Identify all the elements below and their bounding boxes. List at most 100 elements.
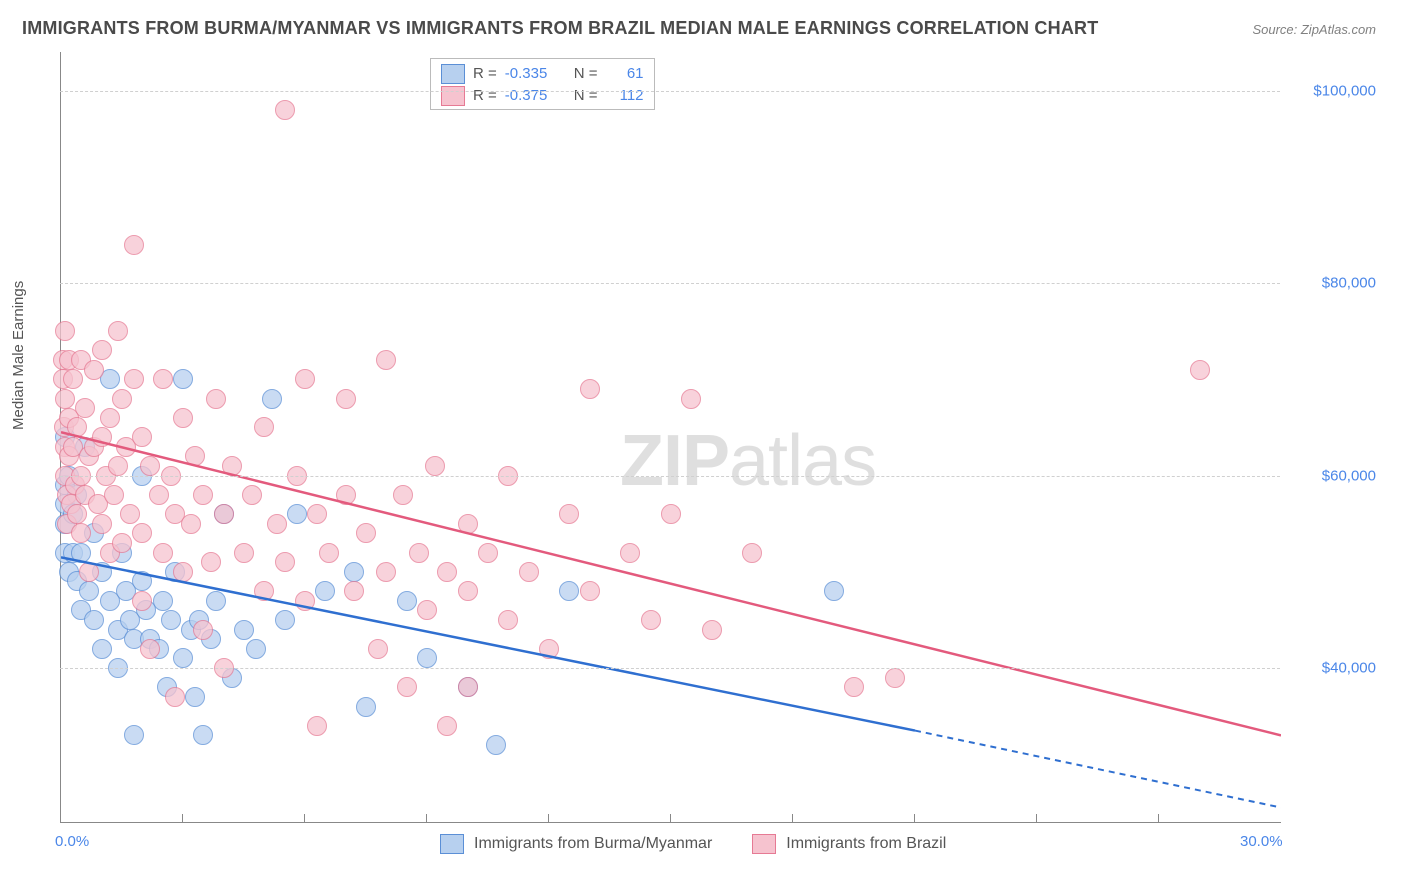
scatter-point (376, 562, 396, 582)
scatter-point (417, 648, 437, 668)
scatter-point (234, 620, 254, 640)
x-tick-label: 30.0% (1240, 833, 1283, 850)
x-minor-tick (426, 814, 427, 822)
scatter-point (149, 485, 169, 505)
scatter-point (108, 456, 128, 476)
scatter-point (356, 697, 376, 717)
scatter-point (254, 581, 274, 601)
scatter-point (92, 340, 112, 360)
scatter-point (84, 610, 104, 630)
legend-label: Immigrants from Brazil (786, 835, 946, 853)
scatter-point (368, 639, 388, 659)
scatter-point (124, 725, 144, 745)
scatter-point (206, 389, 226, 409)
scatter-point (681, 389, 701, 409)
scatter-point (580, 379, 600, 399)
scatter-point (92, 514, 112, 534)
scatter-point (112, 389, 132, 409)
scatter-point (319, 543, 339, 563)
scatter-point (71, 523, 91, 543)
scatter-point (486, 735, 506, 755)
legend-swatch (441, 64, 465, 84)
scatter-point (75, 398, 95, 418)
scatter-point (267, 514, 287, 534)
legend-item: Immigrants from Burma/Myanmar (440, 834, 712, 854)
scatter-point (193, 485, 213, 505)
scatter-point (185, 687, 205, 707)
scatter-point (201, 552, 221, 572)
chart-title: IMMIGRANTS FROM BURMA/MYANMAR VS IMMIGRA… (22, 18, 1098, 39)
scatter-point (275, 100, 295, 120)
scatter-plot (60, 52, 1281, 823)
scatter-point (67, 504, 87, 524)
x-minor-tick (182, 814, 183, 822)
scatter-point (185, 446, 205, 466)
scatter-point (409, 543, 429, 563)
scatter-point (84, 360, 104, 380)
scatter-point (222, 456, 242, 476)
x-minor-tick (670, 814, 671, 822)
x-minor-tick (304, 814, 305, 822)
scatter-point (519, 562, 539, 582)
legend-label: Immigrants from Burma/Myanmar (474, 835, 712, 853)
scatter-point (275, 552, 295, 572)
scatter-point (262, 389, 282, 409)
gridline (60, 91, 1280, 92)
legend-item: Immigrants from Brazil (752, 834, 946, 854)
scatter-point (356, 523, 376, 543)
scatter-point (132, 523, 152, 543)
r-label: R = (473, 63, 497, 85)
y-tick-label: $40,000 (1322, 660, 1376, 677)
scatter-point (124, 235, 144, 255)
scatter-point (173, 369, 193, 389)
scatter-point (206, 591, 226, 611)
scatter-point (307, 716, 327, 736)
scatter-point (742, 543, 762, 563)
scatter-point (287, 504, 307, 524)
r-label: R = (473, 85, 497, 107)
y-axis-label: Median Male Earnings (10, 281, 27, 430)
scatter-point (458, 514, 478, 534)
legend-swatch (440, 834, 464, 854)
source-label: Source: ZipAtlas.com (1252, 22, 1376, 37)
scatter-point (824, 581, 844, 601)
scatter-point (153, 543, 173, 563)
legend-swatch (752, 834, 776, 854)
scatter-point (67, 417, 87, 437)
scatter-point (112, 533, 132, 553)
scatter-point (344, 562, 364, 582)
scatter-point (108, 321, 128, 341)
scatter-point (193, 620, 213, 640)
n-label: N = (574, 63, 598, 85)
scatter-point (498, 610, 518, 630)
scatter-point (120, 504, 140, 524)
scatter-point (55, 389, 75, 409)
scatter-point (397, 677, 417, 697)
r-value: -0.375 (505, 85, 560, 107)
scatter-point (55, 321, 75, 341)
scatter-point (79, 581, 99, 601)
legend-swatch (441, 86, 465, 106)
scatter-point (559, 581, 579, 601)
scatter-point (885, 668, 905, 688)
scatter-point (173, 648, 193, 668)
scatter-point (458, 677, 478, 697)
gridline (60, 668, 1280, 669)
scatter-point (193, 725, 213, 745)
scatter-point (140, 456, 160, 476)
scatter-point (234, 543, 254, 563)
scatter-point (295, 369, 315, 389)
scatter-point (393, 485, 413, 505)
scatter-point (173, 562, 193, 582)
scatter-point (315, 581, 335, 601)
scatter-point (661, 504, 681, 524)
scatter-point (397, 591, 417, 611)
scatter-point (104, 485, 124, 505)
x-tick-label: 0.0% (55, 833, 89, 850)
n-label: N = (574, 85, 598, 107)
scatter-point (580, 581, 600, 601)
series-legend: Immigrants from Burma/Myanmar Immigrants … (440, 834, 946, 854)
scatter-point (344, 581, 364, 601)
scatter-point (246, 639, 266, 659)
scatter-point (153, 591, 173, 611)
